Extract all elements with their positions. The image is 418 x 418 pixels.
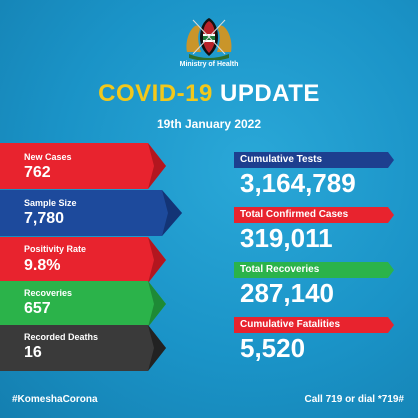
stat-label: Total Confirmed Cases — [240, 209, 349, 220]
stat-bar-shape — [234, 317, 394, 333]
stat-label: Cumulative Fatalities — [240, 319, 341, 330]
stat-box-shape — [0, 325, 166, 371]
page-title: COVID-19 UPDATE — [0, 80, 418, 108]
stat-box-shape — [0, 143, 166, 189]
stat-positivity-rate: Positivity Rate 9.8% — [0, 237, 170, 283]
stat-label: New Cases — [24, 152, 72, 162]
stat-box-shape — [0, 237, 166, 283]
stat-value: 287,140 — [240, 278, 334, 308]
stat-value: 16 — [24, 344, 42, 361]
stat-label: Sample Size — [24, 198, 77, 208]
helpline-text: Call 719 or dial *719# — [304, 394, 404, 405]
stat-cumulative-tests: Cumulative Tests 3,164,789 — [234, 152, 394, 198]
stat-bar-shape — [234, 207, 394, 223]
title-update: UPDATE — [219, 80, 320, 107]
stat-value: 657 — [24, 300, 51, 317]
stat-box-shape — [0, 281, 166, 327]
stat-value: 7,780 — [24, 210, 65, 227]
stat-value: 3,164,789 — [240, 168, 356, 198]
stat-label: Cumulative Tests — [240, 154, 323, 165]
stat-total-confirmed: Total Confirmed Cases 319,011 — [234, 207, 394, 253]
stat-new-cases: New Cases 762 — [0, 143, 170, 189]
stat-label: Total Recoveries — [240, 264, 320, 275]
stat-sample-size: Sample Size 7,780 — [0, 190, 186, 236]
stat-label: Positivity Rate — [24, 244, 87, 254]
stat-label: Recoveries — [24, 288, 73, 298]
stat-value: 5,520 — [240, 333, 306, 363]
ministry-label: Ministry of Health — [179, 61, 239, 68]
report-date: 19th January 2022 — [156, 117, 262, 131]
kenya-coat-of-arms-icon — [183, 12, 235, 61]
stat-recorded-deaths: Recorded Deaths 16 — [0, 325, 170, 371]
stat-total-recoveries: Total Recoveries 287,140 — [234, 262, 394, 308]
stat-value: 319,011 — [240, 223, 333, 253]
stat-value: 9.8% — [24, 257, 61, 274]
stat-value: 762 — [24, 164, 51, 181]
stat-bar-shape — [234, 152, 394, 168]
stat-label: Recorded Deaths — [24, 332, 99, 342]
stat-cumulative-fatalities: Cumulative Fatalities 5,520 — [234, 317, 394, 363]
stat-box-shape — [0, 190, 182, 236]
stat-recoveries: Recoveries 657 — [0, 281, 170, 327]
hashtag: #KomeshaCorona — [12, 394, 98, 405]
title-covid: COVID-19 — [98, 80, 213, 107]
stat-bar-shape — [234, 262, 394, 278]
